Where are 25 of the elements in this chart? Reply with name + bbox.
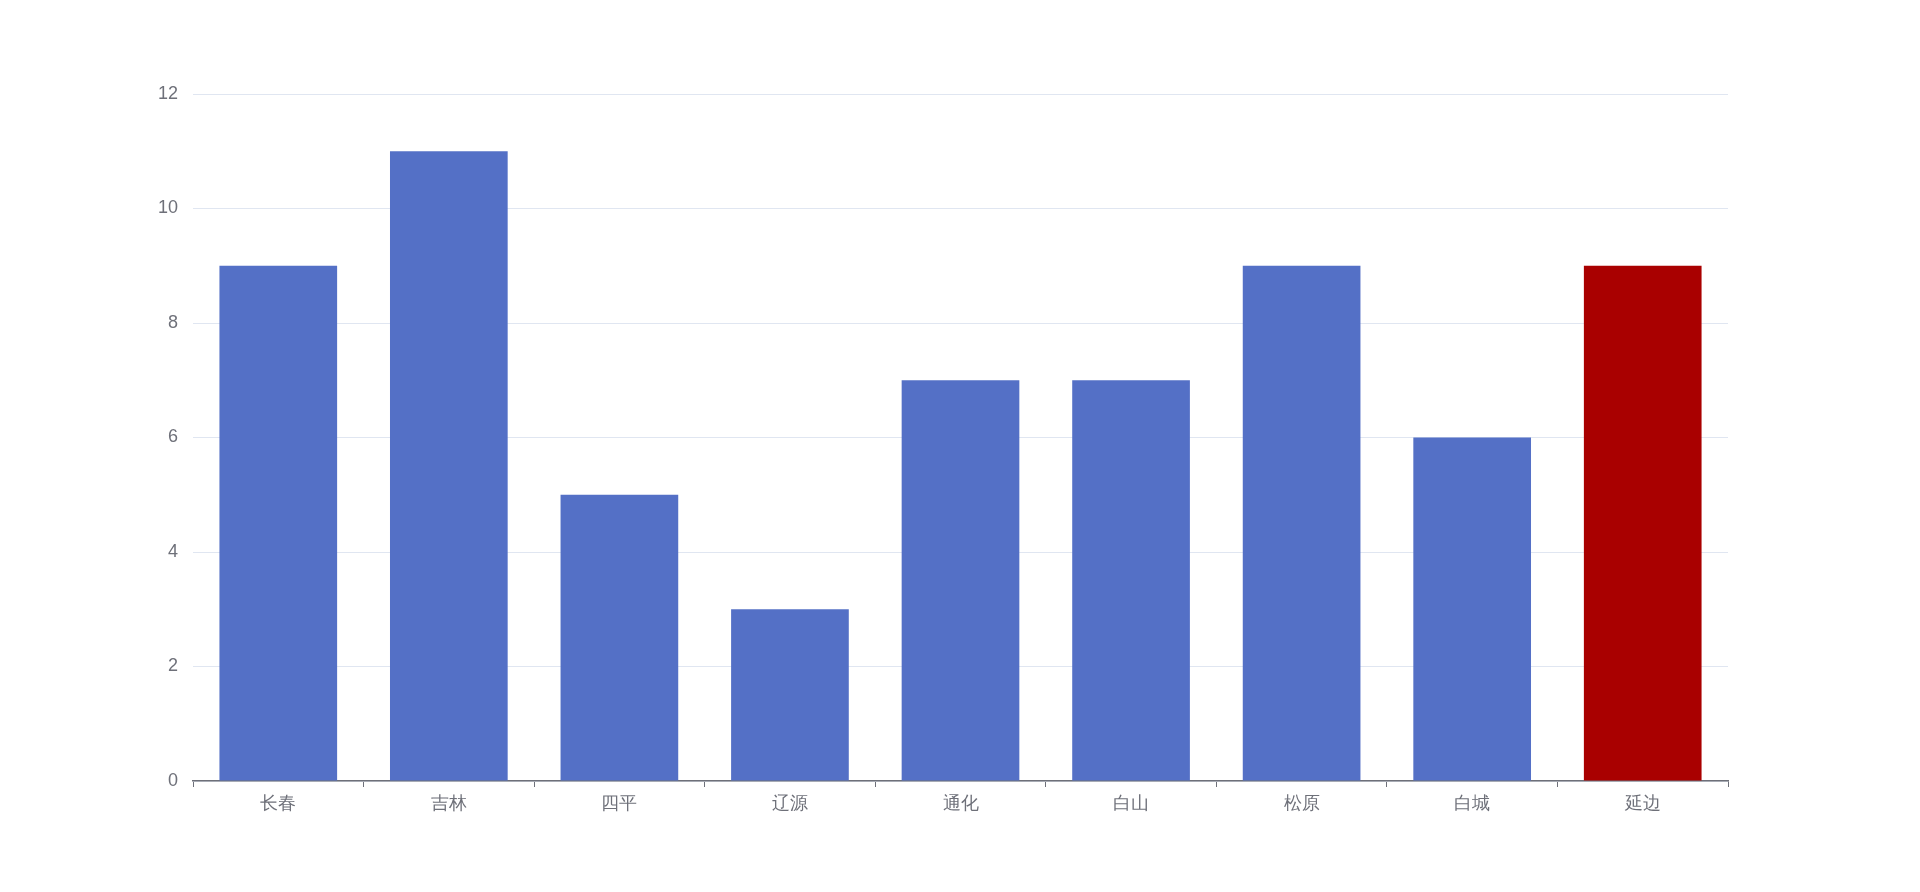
x-tick-label: 白城 [1454, 792, 1491, 813]
bar [901, 380, 1020, 781]
bar [1072, 380, 1190, 781]
y-tick-label: 8 [167, 311, 178, 332]
y-tick-label: 0 [167, 769, 178, 790]
y-tick-label: 2 [167, 655, 178, 676]
y-tick-label: 6 [167, 426, 178, 447]
bar [560, 494, 679, 781]
x-tick-label: 松原 [1283, 792, 1320, 813]
y-tick-label: 12 [157, 82, 178, 103]
x-tick-label: 白山 [1113, 792, 1150, 813]
x-tick-label: 辽源 [771, 792, 808, 813]
y-tick-label: 10 [157, 197, 178, 218]
bar [731, 609, 849, 781]
x-tick-label: 吉林 [430, 792, 467, 813]
x-tick-label: 延边 [1623, 792, 1661, 813]
x-tick-label: 四平 [601, 792, 638, 813]
bar [1242, 265, 1361, 781]
y-tick-label: 4 [167, 540, 178, 561]
bar [389, 151, 508, 781]
x-tick-label: 通化 [942, 792, 979, 813]
bar [1583, 265, 1702, 781]
bar [1413, 437, 1532, 781]
x-tick-label: 长春 [260, 792, 297, 813]
bar [219, 265, 338, 781]
